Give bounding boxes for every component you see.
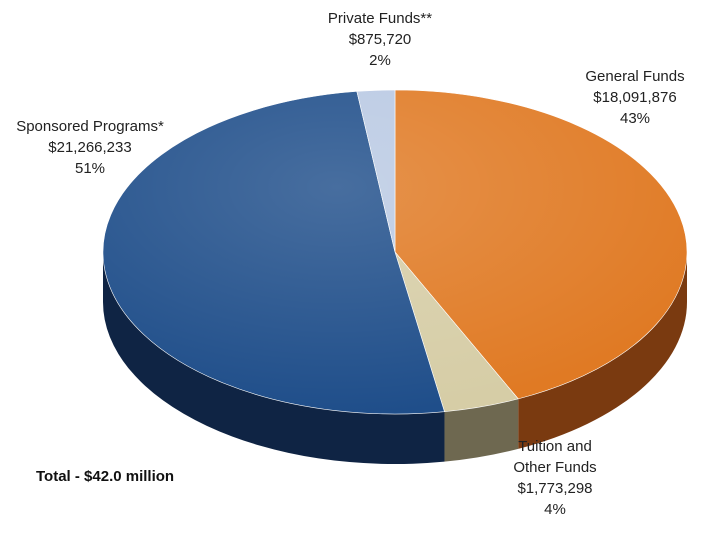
label-sponsored-programs-amount: $21,266,233	[48, 139, 132, 156]
pie-side-tuition-and-other-funds	[444, 398, 519, 462]
label-general-funds-amount: $18,091,876	[593, 89, 677, 106]
label-sponsored-programs: Sponsored Programs* $21,266,233 51%	[0, 116, 180, 179]
label-sponsored-programs-name: Sponsored Programs*	[16, 118, 164, 135]
label-general-funds: General Funds $18,091,876 43%	[570, 66, 700, 129]
pie-side-general-funds	[518, 252, 687, 449]
label-private-funds-name: Private Funds**	[327, 10, 433, 27]
label-tuition-other-funds: Tuition and Other Funds $1,773,298 4%	[490, 436, 620, 520]
label-private-funds: Private Funds** $875,720 2%	[300, 8, 460, 71]
pie-top-highlight	[103, 90, 687, 414]
label-tuition-name-line2: Other Funds	[513, 459, 597, 476]
label-tuition-percent: 4%	[544, 501, 566, 518]
label-tuition-amount: $1,773,298	[517, 480, 593, 497]
label-private-funds-percent: 2%	[369, 52, 391, 69]
label-sponsored-programs-percent: 51%	[74, 160, 106, 177]
label-general-funds-percent: 43%	[619, 110, 651, 127]
label-private-funds-amount: $875,720	[348, 31, 412, 48]
label-general-funds-name: General Funds	[585, 68, 685, 85]
total-label: Total - $42.0 million	[36, 468, 175, 485]
pie-side-sponsored-programs	[102, 252, 445, 465]
label-tuition-name-line1: Tuition and	[518, 438, 592, 455]
